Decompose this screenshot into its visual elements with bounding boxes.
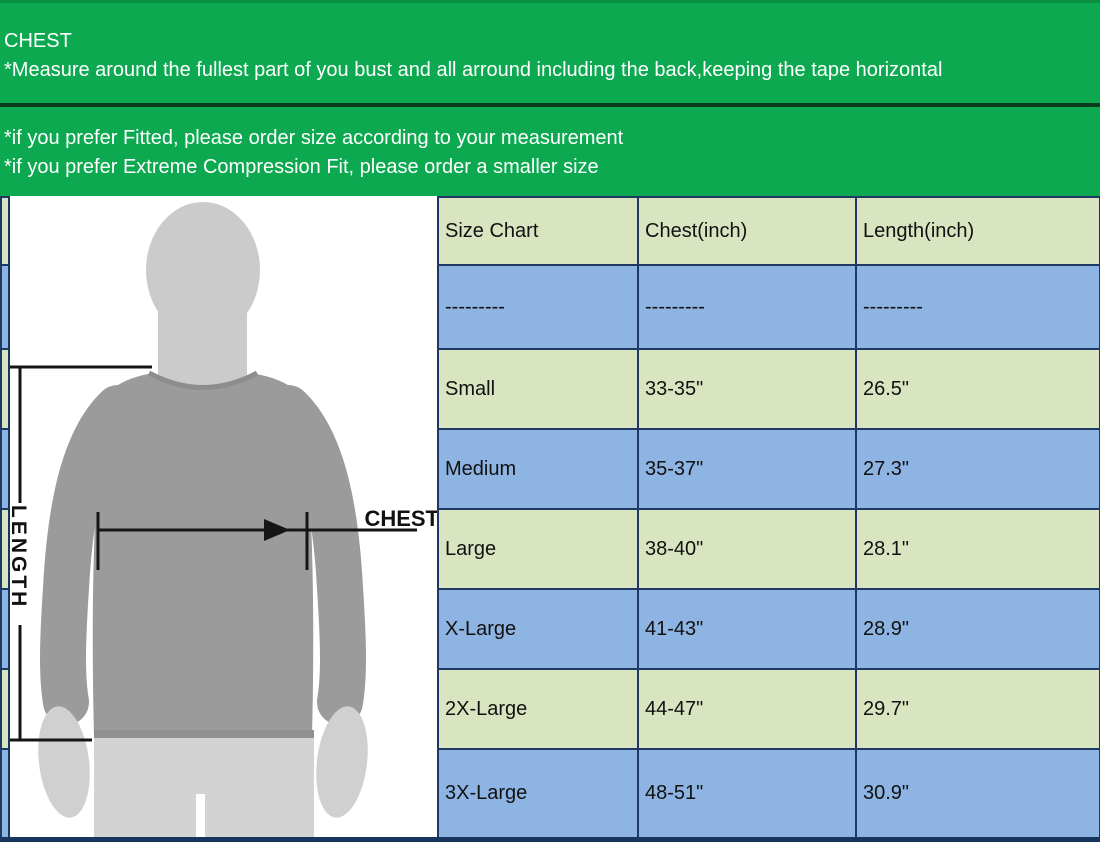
table-cell: 26.5" <box>855 348 1100 430</box>
banner-divider <box>0 103 1100 107</box>
mannequin-diagram: LENGTH CHEST <box>10 202 437 837</box>
table-cell: --------- <box>855 264 1100 350</box>
table-cell: --------- <box>637 264 857 350</box>
column-header-size: Size Chart <box>437 196 639 266</box>
table-cell: 29.7" <box>855 668 1100 750</box>
table-cell: Small <box>437 348 639 430</box>
table-cell: 44-47" <box>637 668 857 750</box>
measurement-diagram-panel: LENGTH CHEST <box>8 196 437 837</box>
column-header-length: Length(inch) <box>855 196 1100 266</box>
mannequin-right-sleeve <box>265 385 366 725</box>
mannequin-leg-gap <box>196 794 205 837</box>
fit-advice-banner: *if you prefer Fitted, please order size… <box>0 107 1100 196</box>
table-cell: 2X-Large <box>437 668 639 750</box>
table-cell: --------- <box>437 264 639 350</box>
mannequin-left-hand <box>38 706 90 818</box>
table-cell: 48-51" <box>637 748 857 842</box>
mannequin-left-sleeve <box>40 385 141 725</box>
table-cell: X-Large <box>437 588 639 670</box>
content-area: Size Chart Chest(inch) Length(inch) ----… <box>0 196 1100 842</box>
mannequin-right-hand <box>316 706 368 818</box>
table-cell: 3X-Large <box>437 748 639 842</box>
table-cell: 27.3" <box>855 428 1100 510</box>
mannequin-neck-shape <box>158 296 247 391</box>
mannequin-shirt-hem <box>94 730 314 738</box>
table-cell: 38-40" <box>637 508 857 590</box>
column-header-chest: Chest(inch) <box>637 196 857 266</box>
table-cell: 41-43" <box>637 588 857 670</box>
mannequin-collar <box>147 370 259 390</box>
table-cell: 30.9" <box>855 748 1100 842</box>
mannequin-shirt-torso-shape <box>92 374 314 737</box>
banner-fit-note-2: *if you prefer Extreme Compression Fit, … <box>4 156 599 178</box>
table-cell: Large <box>437 508 639 590</box>
length-label: LENGTH <box>10 505 30 609</box>
chest-instruction-banner: CHEST *Measure around the fullest part o… <box>0 0 1100 103</box>
table-cell: 28.1" <box>855 508 1100 590</box>
table-cell: 33-35" <box>637 348 857 430</box>
table-cell: Medium <box>437 428 639 510</box>
table-cell: 35-37" <box>637 428 857 510</box>
table-cell: 28.9" <box>855 588 1100 670</box>
chest-label: CHEST <box>364 506 437 531</box>
banner-chest-title: CHEST <box>4 30 72 52</box>
banner-fit-note-1: *if you prefer Fitted, please order size… <box>4 127 624 149</box>
chest-arrowhead-icon <box>264 519 290 541</box>
banner-chest-instruction: *Measure around the fullest part of you … <box>4 59 943 81</box>
